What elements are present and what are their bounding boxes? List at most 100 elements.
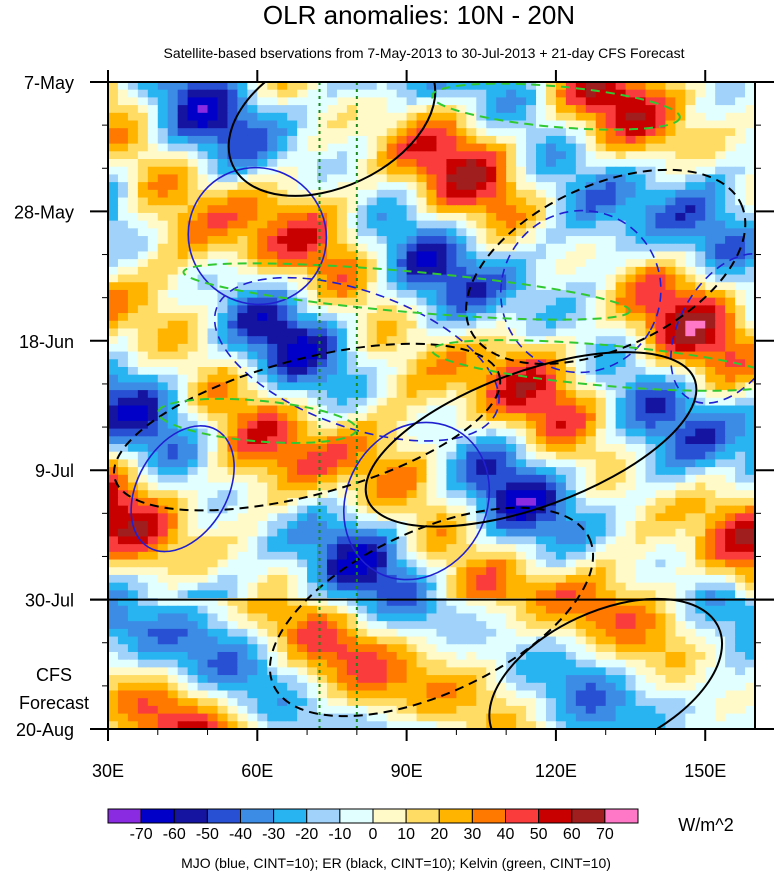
heat-cell: [217, 212, 229, 222]
heat-cell: [615, 135, 627, 145]
heat-cell: [695, 236, 706, 245]
heat-cell: [346, 459, 358, 468]
heat-cell: [735, 551, 746, 561]
heat-cell: [705, 598, 716, 607]
heat-cell: [108, 598, 119, 607]
heat-cell: [665, 313, 676, 322]
heat-cell: [725, 482, 736, 491]
heat-cell: [685, 613, 696, 622]
heat-cell: [177, 374, 189, 383]
heat-cell: [486, 274, 497, 283]
heat-cell: [645, 482, 657, 491]
heat-cell: [705, 228, 716, 237]
heat-cell: [456, 636, 467, 645]
heat-cell: [167, 151, 179, 160]
heat-cell: [177, 497, 189, 507]
heat-cell: [565, 112, 577, 122]
heat-cell: [695, 436, 706, 445]
heat-cell: [675, 135, 686, 145]
heat-cell: [745, 590, 755, 599]
heat-cell: [217, 551, 229, 561]
heat-cell: [745, 251, 755, 260]
heat-cell: [436, 628, 448, 638]
heat-cell: [217, 567, 229, 576]
heat-cell: [446, 159, 457, 168]
heat-cell: [635, 467, 647, 476]
heat-cell: [645, 243, 657, 253]
heat-cell: [446, 551, 457, 561]
heat-cell: [506, 444, 517, 453]
heat-cell: [595, 336, 607, 345]
heat-cell: [645, 667, 657, 676]
heat-cell: [217, 143, 229, 152]
heat-cell: [476, 259, 487, 268]
heat-cell: [157, 598, 169, 607]
heat-cell: [615, 220, 627, 229]
heat-cell: [615, 544, 627, 553]
heat-cell: [207, 621, 219, 630]
heat-cell: [426, 667, 438, 676]
heat-cell: [297, 259, 308, 268]
heat-cell: [585, 528, 597, 538]
heat-cell: [436, 112, 448, 122]
heat-cell: [336, 651, 348, 661]
heat-cell: [167, 497, 179, 507]
heat-cell: [725, 467, 736, 476]
heat-cell: [486, 135, 497, 145]
heat-cell: [635, 436, 647, 445]
heat-cell: [695, 243, 706, 253]
heat-cell: [725, 644, 736, 653]
heat-cell: [466, 413, 477, 422]
heat-cell: [705, 189, 716, 199]
heat-cell: [436, 159, 448, 168]
heat-cell: [217, 444, 229, 453]
heat-cell: [426, 528, 438, 538]
heat-cell: [655, 482, 667, 491]
heat-cell: [675, 567, 686, 576]
heat-cell: [645, 251, 657, 260]
heat-cell: [167, 289, 179, 299]
heat-cell: [536, 551, 547, 561]
heat-cell: [197, 521, 209, 530]
heat-cell: [257, 644, 268, 653]
heat-cell: [287, 89, 298, 98]
heat-cell: [147, 613, 159, 622]
heat-cell: [157, 251, 169, 260]
heat-cell: [167, 598, 179, 607]
heat-cell: [426, 428, 438, 437]
heat-cell: [516, 636, 527, 645]
heat-cell: [665, 621, 676, 630]
heat-cell: [237, 667, 248, 676]
heat-cell: [456, 559, 467, 568]
heat-cell: [336, 528, 348, 538]
heat-cell: [735, 82, 746, 91]
heat-cell: [297, 374, 308, 383]
heat-cell: [526, 636, 537, 645]
heat-cell: [396, 366, 408, 376]
heat-cell: [476, 128, 487, 137]
heat-cell: [406, 320, 418, 330]
heat-cell: [197, 474, 209, 484]
heat-cell: [625, 282, 637, 291]
heat-cell: [526, 598, 537, 607]
heat-cell: [127, 289, 139, 299]
heat-cell: [615, 459, 627, 468]
heat-cell: [297, 482, 308, 491]
heat-cell: [207, 366, 219, 376]
heat-cell: [157, 228, 169, 237]
heat-cell: [317, 397, 328, 407]
heat-cell: [167, 197, 179, 206]
heat-cell: [217, 598, 229, 607]
heat-cell: [645, 605, 657, 615]
heat-cell: [436, 544, 448, 553]
heat-cell: [595, 236, 607, 245]
heat-cell: [715, 413, 726, 422]
heat-cell: [635, 251, 647, 260]
heat-cell: [386, 528, 398, 538]
heat-cell: [317, 174, 328, 183]
heat-cell: [635, 374, 647, 383]
heat-cell: [237, 513, 248, 522]
heat-cell: [536, 490, 547, 499]
heat-cell: [635, 598, 647, 607]
heat-cell: [555, 490, 567, 499]
